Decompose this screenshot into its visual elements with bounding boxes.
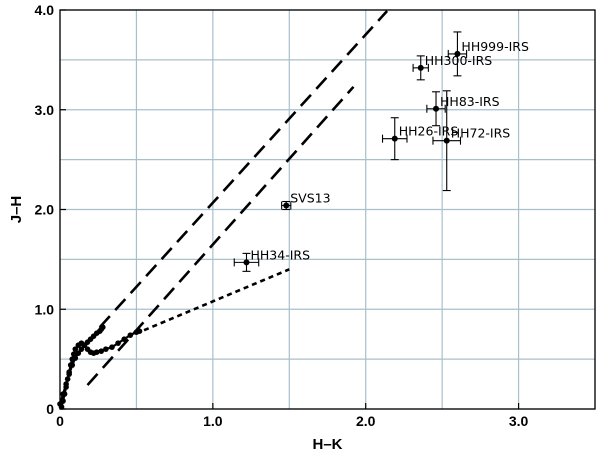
point-marker	[391, 135, 398, 142]
giant-sequence-point	[78, 346, 85, 352]
dwarf-sequence-point	[127, 332, 134, 338]
y-tick-label: 2.0	[35, 202, 55, 218]
point-marker	[454, 50, 461, 57]
point-label: HH34-IRS	[250, 247, 310, 262]
point-label: HH999-IRS	[461, 39, 529, 54]
dwarf-sequence-point	[109, 344, 115, 350]
point-label: HH26-IRS	[399, 124, 459, 139]
point-label: SVS13	[290, 191, 330, 206]
dwarf-sequence-point	[98, 348, 105, 354]
point-hh72-irs: HH72-IRS	[432, 90, 511, 192]
giant-sequence-point	[69, 362, 76, 368]
dwarf-sequence-curve	[60, 330, 140, 408]
giant-sequence-point	[75, 350, 82, 356]
point-label: HH72-IRS	[451, 126, 511, 141]
point-hh300-irs: HH300-IRS	[412, 53, 493, 81]
point-marker	[243, 259, 250, 266]
point-hh26-irs: HH26-IRS	[381, 117, 459, 161]
x-tick-label: 3.0	[509, 413, 529, 429]
y-axis-label: J–H	[8, 196, 25, 224]
point-hh999-irs: HH999-IRS	[447, 31, 529, 77]
x-tick-label: 1.0	[203, 413, 223, 429]
y-tick-label: 1.0	[35, 301, 55, 317]
point-marker	[283, 202, 290, 209]
stellar-sequences	[57, 324, 143, 410]
reddening-upper-line	[98, 10, 389, 329]
point-label: HH83-IRS	[440, 94, 500, 109]
dwarf-sequence-point	[115, 340, 121, 346]
point-marker	[433, 105, 440, 112]
point-marker	[417, 64, 424, 71]
reddening-lower-line	[86, 85, 355, 386]
dwarf-sequence-point	[72, 346, 79, 352]
y-tick-label: 3.0	[35, 102, 55, 118]
dwarf-sequence-point	[136, 328, 143, 334]
ctts-locus-line	[143, 268, 290, 332]
giant-sequence-point	[63, 381, 69, 387]
point-label: HH300-IRS	[425, 53, 493, 68]
y-tick-label: 4.0	[35, 2, 55, 18]
y-tick-label: 0	[46, 401, 54, 417]
giant-sequence-point	[100, 324, 106, 331]
grid-lines	[59, 9, 596, 410]
point-hh34-irs: HH34-IRS	[233, 247, 310, 272]
giant-sequence-point	[60, 391, 66, 397]
dwarf-sequence-point	[103, 346, 109, 352]
model-lines	[86, 10, 389, 386]
point-hh83-irs: HH83-IRS	[426, 91, 500, 127]
giant-sequence-point	[72, 355, 79, 361]
dwarf-sequence-point	[93, 349, 100, 355]
point-marker	[443, 137, 450, 144]
dwarf-sequence-point	[121, 336, 127, 342]
giant-sequence-point	[66, 371, 72, 377]
x-tick-label: 2.0	[356, 413, 376, 429]
x-tick-label: 0	[56, 413, 64, 429]
axis-ticks: 0 1.0 2.0 3.0 0 1.0 2.0 3.0 4.0	[35, 2, 529, 429]
point-svs13: SVS13	[281, 191, 331, 211]
x-axis-label: H–K	[312, 436, 342, 453]
